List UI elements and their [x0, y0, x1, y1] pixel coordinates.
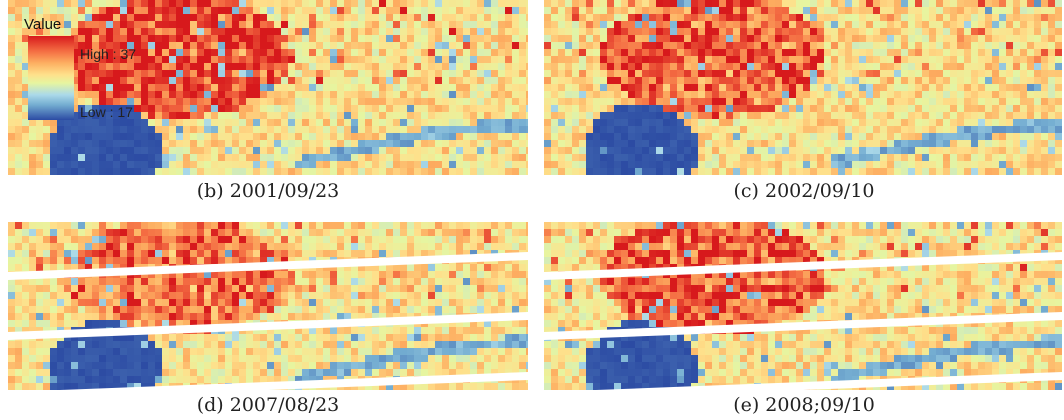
caption-e: (e) 2008;09/10 — [733, 394, 875, 416]
panel-b: Value High : 37 Low : 17 (b) 2001/09/23 — [8, 0, 532, 210]
scan-gap-stripe — [60, 372, 528, 390]
legend-color-ramp — [28, 36, 74, 120]
panel-c: (c) 2002/09/10 — [544, 0, 1064, 210]
caption-b: (b) 2001/09/23 — [196, 180, 340, 202]
caption-d: (d) 2007/08/23 — [196, 394, 340, 416]
heatmap-image-e — [544, 222, 1062, 390]
legend-title: Value — [24, 16, 62, 33]
scan-gap-stripe — [544, 312, 1062, 340]
panel-e: (e) 2008;09/10 — [544, 222, 1064, 420]
heatmap-image-c — [544, 0, 1062, 175]
scan-gap-stripe — [544, 252, 1062, 280]
heatmap-image-d — [8, 222, 528, 390]
legend-low-label: Low : 17 — [80, 104, 133, 120]
legend: Value High : 37 Low : 17 — [16, 16, 156, 126]
caption-c: (c) 2002/09/10 — [733, 180, 875, 202]
panel-d: (d) 2007/08/23 — [8, 222, 532, 420]
scan-gap-stripe — [8, 312, 528, 340]
scan-gap-stripe — [8, 252, 528, 280]
legend-high-label: High : 37 — [80, 46, 137, 62]
